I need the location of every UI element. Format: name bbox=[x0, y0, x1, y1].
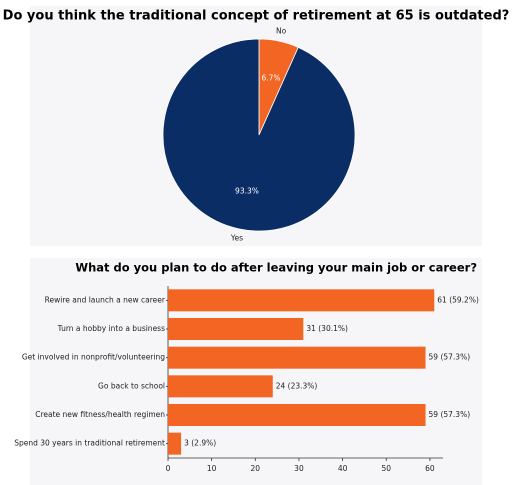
bar bbox=[168, 404, 426, 426]
x-tick-label: 50 bbox=[381, 464, 391, 473]
slice-label: No bbox=[276, 27, 287, 36]
y-tick-label: Get involved in nonprofit/volunteering bbox=[22, 353, 165, 362]
bar bbox=[168, 346, 426, 369]
x-tick-label: 30 bbox=[294, 464, 304, 473]
bar bbox=[168, 318, 304, 340]
bar bbox=[168, 432, 182, 455]
x-tick-label: 60 bbox=[425, 464, 435, 473]
x-tick-label: 40 bbox=[338, 464, 348, 473]
slice-value-label: 93.3% bbox=[235, 186, 259, 195]
slice-label: Yes bbox=[230, 233, 243, 242]
x-tick-label: 10 bbox=[207, 464, 217, 473]
value-label: 3 (2.9%) bbox=[184, 439, 216, 448]
pie-slice bbox=[162, 38, 356, 232]
chart-title: What do you plan to do after leaving you… bbox=[75, 261, 477, 275]
value-label: 24 (23.3%) bbox=[276, 381, 318, 390]
value-label: 59 (57.3%) bbox=[429, 353, 471, 362]
bar bbox=[168, 375, 273, 398]
value-label: 61 (59.2%) bbox=[437, 295, 479, 304]
value-label: 59 (57.3%) bbox=[429, 410, 471, 419]
y-tick-label: Turn a hobby into a business bbox=[57, 324, 165, 333]
slice-value-label: 6.7% bbox=[262, 74, 281, 83]
value-label: 31 (30.1%) bbox=[306, 324, 348, 333]
chart-title: Do you think the traditional concept of … bbox=[3, 9, 510, 24]
y-tick-label: Spend 30 years in traditional retirement bbox=[14, 439, 165, 448]
y-tick-label: Rewire and launch a new career bbox=[45, 295, 166, 304]
x-tick-label: 0 bbox=[166, 464, 171, 473]
bar bbox=[168, 289, 435, 312]
x-tick-label: 20 bbox=[251, 464, 261, 473]
y-tick-label: Create new fitness/health regimen bbox=[35, 410, 165, 419]
y-tick-label: Go back to school bbox=[98, 381, 165, 390]
